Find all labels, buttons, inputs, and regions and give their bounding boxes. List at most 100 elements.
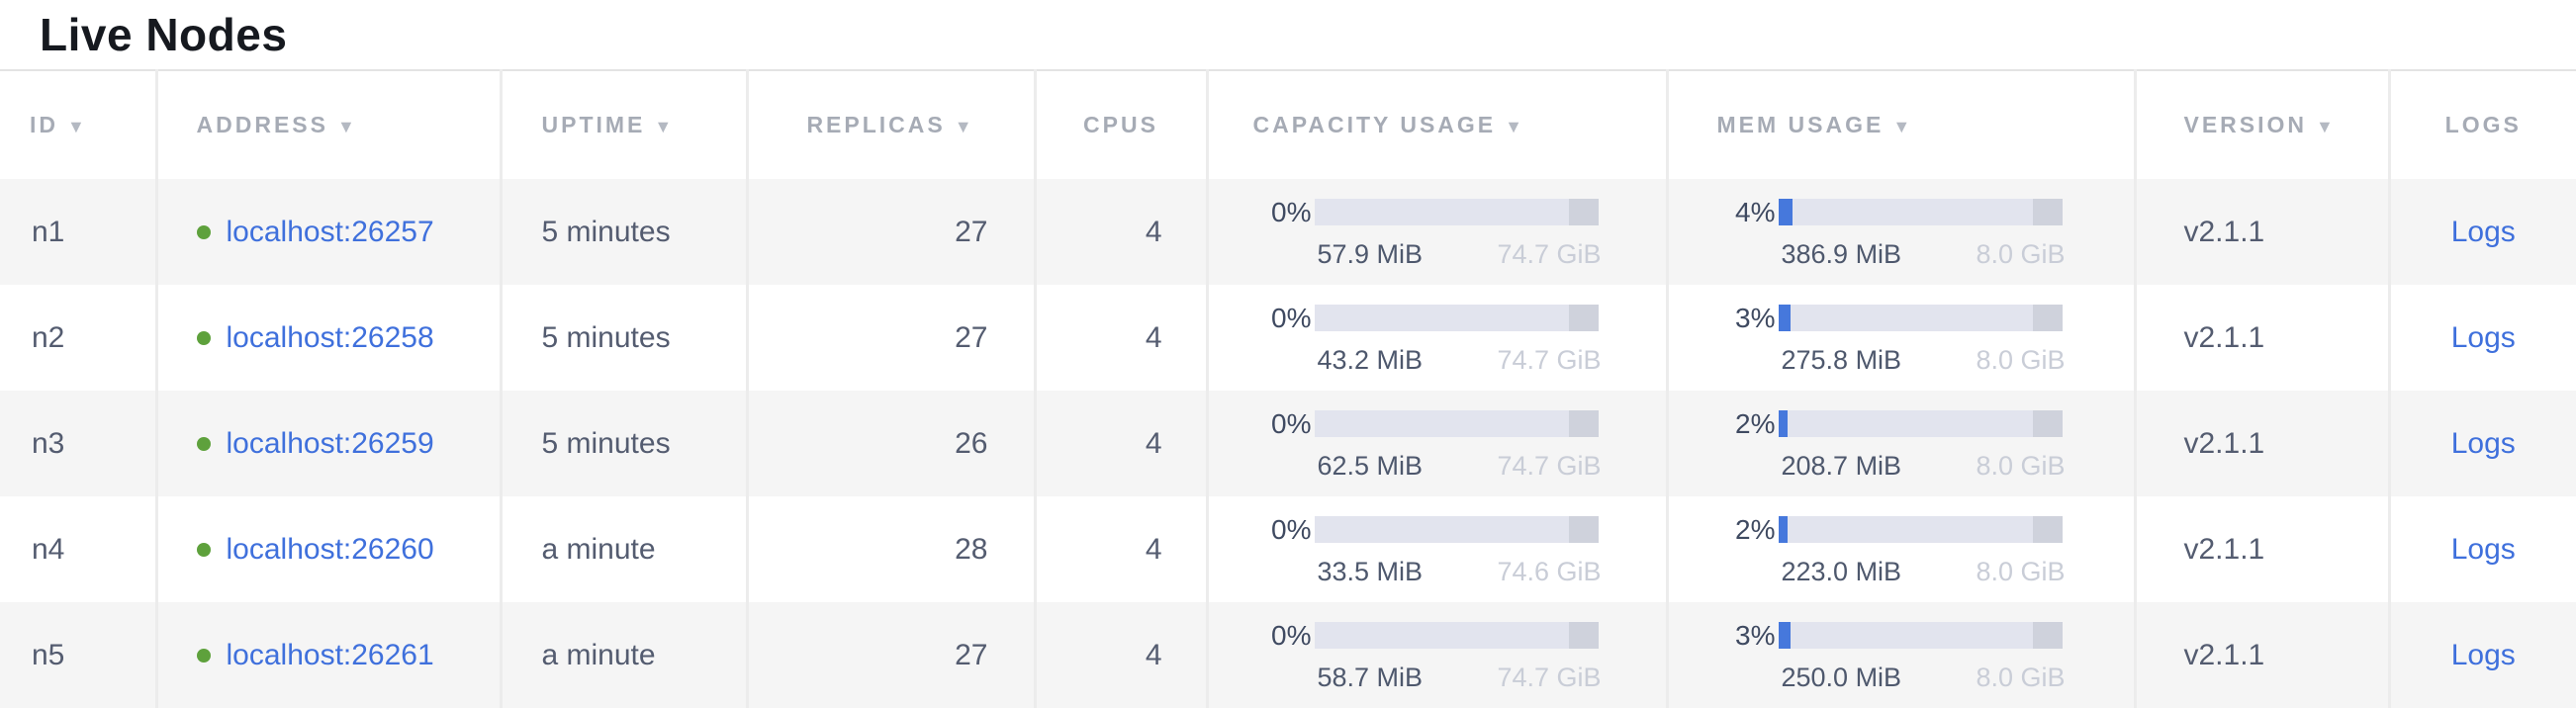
memory-total-value: 8.0 GiB: [1976, 662, 2066, 692]
live-status-dot-icon: [196, 648, 211, 663]
memory-percent-label: 3%: [1735, 619, 1776, 651]
memory-usage-meter: 2% 208.7 MiB 8.0 GiB: [1717, 406, 2134, 482]
memory-percent-label: 2%: [1735, 407, 1776, 439]
capacity-used-value: 43.2 MiB: [1317, 344, 1424, 375]
memory-usage-bar: [1778, 622, 2063, 649]
memory-percent-label: 4%: [1735, 196, 1776, 227]
memory-usage-bar: [1778, 199, 2063, 225]
capacity-usage-bar: [1314, 622, 1599, 649]
node-address-link[interactable]: localhost:26261: [226, 638, 434, 671]
node-logs-cell: Logs: [2387, 391, 2576, 496]
capacity-used-value: 33.5 MiB: [1317, 556, 1424, 586]
node-address-cell: localhost:26260: [154, 496, 501, 602]
node-address-link[interactable]: localhost:26260: [226, 532, 434, 566]
node-capacity-cell: 0% 43.2 MiB 74.7 GiB: [1205, 285, 1667, 391]
column-header-version[interactable]: VERSION ▼: [2133, 70, 2389, 179]
node-address-cell: localhost:26258: [154, 285, 501, 391]
capacity-bar-endcap: [1568, 622, 1599, 649]
live-status-dot-icon: [196, 542, 211, 557]
node-id-cell: n2: [0, 285, 156, 391]
memory-bar-fill: [1778, 199, 1793, 225]
node-version-cell: v2.1.1: [2133, 496, 2389, 602]
column-header-uptime[interactable]: UPTIME ▼: [499, 70, 747, 179]
memory-percent-label: 2%: [1735, 513, 1776, 545]
node-logs-cell: Logs: [2387, 285, 2576, 391]
capacity-percent-label: 0%: [1271, 196, 1312, 227]
column-header-cpus: CPUS: [1033, 70, 1207, 179]
memory-usage-meter: 3% 275.8 MiB 8.0 GiB: [1717, 301, 2134, 376]
memory-total-value: 8.0 GiB: [1976, 450, 2066, 481]
memory-total-value: 8.0 GiB: [1976, 238, 2066, 269]
capacity-usage-bar: [1314, 199, 1599, 225]
capacity-usage-meter: 0% 33.5 MiB 74.6 GiB: [1253, 512, 1666, 587]
node-uptime-cell: 5 minutes: [499, 179, 747, 285]
memory-usage-bar: [1778, 305, 2063, 331]
capacity-percent-label: 0%: [1271, 513, 1312, 545]
memory-bar-endcap: [2032, 622, 2063, 649]
memory-bar-fill: [1778, 516, 1788, 543]
capacity-total-value: 74.7 GiB: [1497, 662, 1602, 692]
memory-used-value: 208.7 MiB: [1781, 450, 1902, 481]
node-replicas-cell: 27: [745, 285, 1035, 391]
capacity-total-value: 74.7 GiB: [1497, 344, 1602, 375]
node-logs-link[interactable]: Logs: [2450, 320, 2516, 354]
column-header-mem-usage[interactable]: MEM USAGE ▼: [1665, 70, 2135, 179]
node-address-link[interactable]: localhost:26257: [226, 215, 434, 248]
capacity-used-value: 57.9 MiB: [1317, 238, 1424, 269]
live-status-dot-icon: [196, 330, 211, 345]
node-address-link[interactable]: localhost:26258: [226, 320, 434, 354]
node-replicas-cell: 27: [745, 179, 1035, 285]
node-version-cell: v2.1.1: [2133, 285, 2389, 391]
capacity-bar-endcap: [1568, 410, 1599, 437]
node-memory-cell: 3% 275.8 MiB 8.0 GiB: [1665, 285, 2135, 391]
capacity-total-value: 74.7 GiB: [1497, 450, 1602, 481]
node-id-cell: n1: [0, 179, 156, 285]
capacity-total-value: 74.6 GiB: [1497, 556, 1602, 586]
memory-usage-bar: [1778, 516, 2063, 543]
node-uptime-cell: 5 minutes: [499, 285, 747, 391]
node-capacity-cell: 0% 62.5 MiB 74.7 GiB: [1205, 391, 1667, 496]
node-address-link[interactable]: localhost:26259: [226, 426, 434, 460]
capacity-usage-meter: 0% 43.2 MiB 74.7 GiB: [1253, 301, 1666, 376]
capacity-usage-meter: 0% 57.9 MiB 74.7 GiB: [1253, 195, 1666, 270]
node-logs-link[interactable]: Logs: [2450, 638, 2516, 671]
memory-usage-meter: 2% 223.0 MiB 8.0 GiB: [1717, 512, 2134, 587]
node-logs-cell: Logs: [2387, 496, 2576, 602]
sort-desc-icon: ▼: [654, 117, 676, 136]
node-uptime-cell: a minute: [499, 496, 747, 602]
column-header-address[interactable]: ADDRESS ▼: [154, 70, 501, 179]
node-memory-cell: 3% 250.0 MiB 8.0 GiB: [1665, 602, 2135, 708]
node-logs-link[interactable]: Logs: [2450, 215, 2516, 248]
memory-bar-endcap: [2032, 199, 2063, 225]
column-header-id[interactable]: ID ▼: [0, 70, 156, 179]
capacity-total-value: 74.7 GiB: [1497, 238, 1602, 269]
memory-bar-endcap: [2032, 516, 2063, 543]
capacity-used-value: 62.5 MiB: [1317, 450, 1424, 481]
node-logs-link[interactable]: Logs: [2450, 532, 2516, 566]
node-version-cell: v2.1.1: [2133, 391, 2389, 496]
memory-bar-fill: [1778, 305, 1791, 331]
node-id-cell: n3: [0, 391, 156, 496]
sort-desc-icon: ▼: [954, 117, 975, 136]
node-replicas-cell: 27: [745, 602, 1035, 708]
table-row: n3 localhost:26259 5 minutes 26 4 0%: [0, 391, 2576, 496]
capacity-usage-bar: [1314, 410, 1599, 437]
table-header: ID ▼ ADDRESS ▼ UPTIME ▼ REPLICAS ▼ CPUS CAPA…: [0, 70, 2576, 179]
node-logs-link[interactable]: Logs: [2450, 426, 2516, 460]
node-capacity-cell: 0% 57.9 MiB 74.7 GiB: [1205, 179, 1667, 285]
page-title: Live Nodes: [40, 9, 288, 60]
node-replicas-cell: 26: [745, 391, 1035, 496]
column-header-capacity-usage[interactable]: CAPACITY USAGE ▼: [1205, 70, 1667, 179]
memory-bar-endcap: [2032, 305, 2063, 331]
capacity-usage-meter: 0% 58.7 MiB 74.7 GiB: [1253, 618, 1666, 693]
sort-desc-icon: ▼: [1892, 117, 1914, 136]
column-header-replicas[interactable]: REPLICAS ▼: [745, 70, 1035, 179]
table-body: n1 localhost:26257 5 minutes 27 4 0%: [0, 179, 2576, 708]
table-row: n1 localhost:26257 5 minutes 27 4 0%: [0, 179, 2576, 285]
memory-used-value: 250.0 MiB: [1781, 662, 1902, 692]
capacity-percent-label: 0%: [1271, 619, 1312, 651]
capacity-usage-bar: [1314, 305, 1599, 331]
node-logs-cell: Logs: [2387, 602, 2576, 708]
capacity-percent-label: 0%: [1271, 302, 1312, 333]
